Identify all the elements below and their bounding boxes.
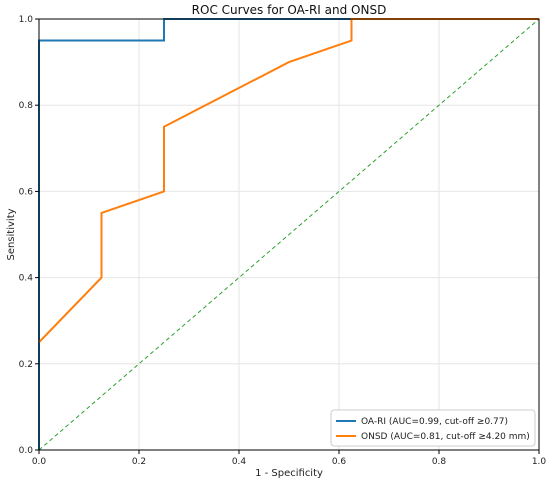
- legend: OA-RI (AUC=0.99, cut-off ≥0.77) ONSD (AU…: [330, 409, 536, 447]
- x-tick-label: 0.6: [332, 457, 347, 467]
- y-axis-ticks: 0.0 0.2 0.4 0.6 0.8 1.0: [19, 15, 39, 456]
- y-tick-label: 0.4: [19, 274, 34, 284]
- x-axis-ticks: 0.0 0.2 0.4 0.6 0.8 1.0: [32, 450, 547, 467]
- chart-title: ROC Curves for OA-RI and ONSD: [192, 3, 387, 17]
- onsd-roc-line: [38, 18, 539, 343]
- y-tick-label: 0.8: [19, 101, 34, 111]
- legend-label-onsd: ONSD (AUC=0.81, cut-off ≥4.20 mm): [361, 432, 530, 442]
- plot-frame: [38, 18, 540, 451]
- y-tick-label: 0.6: [19, 187, 34, 197]
- y-tick-label: 0.0: [19, 446, 34, 456]
- x-tick-label: 0.2: [132, 457, 146, 467]
- grid-lines: [38, 18, 540, 451]
- x-axis-title: 1 - Specificity: [255, 468, 323, 479]
- y-tick-label: 0.2: [19, 360, 33, 370]
- legend-label-oa-ri: OA-RI (AUC=0.99, cut-off ≥0.77): [361, 417, 508, 427]
- x-tick-label: 0.8: [432, 457, 447, 467]
- y-tick-label: 1.0: [19, 15, 34, 25]
- x-tick-label: 1.0: [532, 457, 547, 467]
- legend-box: [330, 409, 536, 447]
- x-tick-label: 0.4: [232, 457, 247, 467]
- x-tick-label: 0.0: [32, 457, 47, 467]
- chance-diagonal-line: [38, 18, 540, 451]
- reference-diagonal: [38, 18, 540, 451]
- y-axis-title: Sensitivity: [6, 208, 17, 260]
